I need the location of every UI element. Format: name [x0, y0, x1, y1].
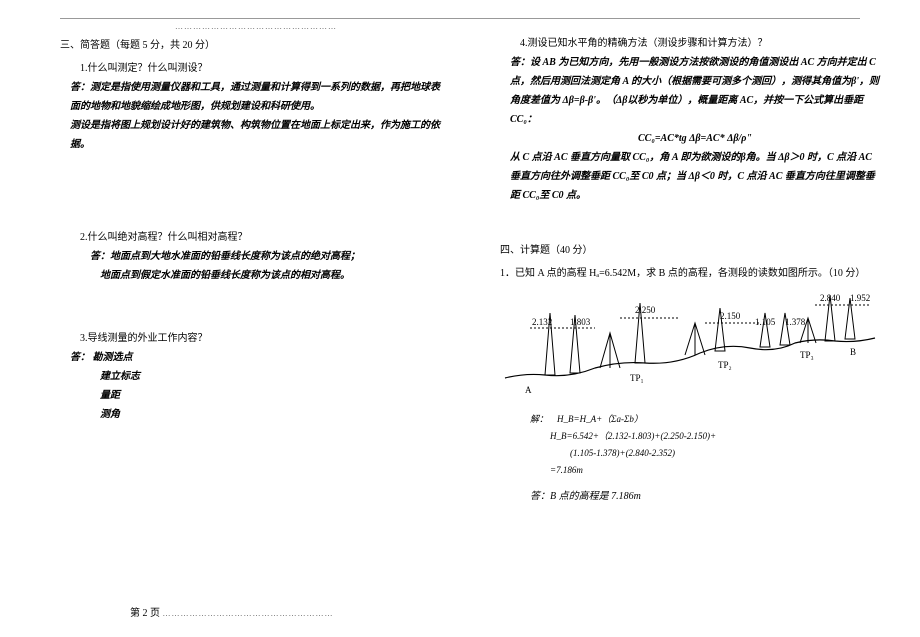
left-column: 三、简答题（每题 5 分，共 20 分） 1.什么叫测定？什么叫测设？ 答：测定… — [60, 30, 440, 506]
q1: 1.什么叫测定？什么叫测设？ — [80, 59, 440, 78]
label-B: B — [850, 347, 856, 357]
reading-1b: 1.803 — [570, 317, 591, 327]
q3-ans-lead: 答： 勘测选点 — [70, 348, 440, 367]
calc-l3: (1.105-1.378)+(2.840-2.352) — [570, 445, 880, 462]
reading-4a: 1.105 — [755, 317, 776, 327]
q3-ans-l2: 建立标志 — [100, 367, 440, 386]
reading-3b: 2.150 — [720, 311, 741, 321]
q3-ans-l3: 量距 — [100, 386, 440, 405]
calc-l4: =7.186m — [550, 462, 880, 479]
reading-1a: 2.132 — [532, 317, 552, 327]
q3: 3.导线测量的外业工作内容？ — [80, 329, 440, 348]
q4-1: 1．已知 A 点的高程 Hₐ=6.542M，求 B 点的高程，各测段的读数如图所… — [500, 264, 880, 283]
q3-ans-label: 答： — [70, 352, 90, 363]
footer: 第 2 页 ………………………………………………… — [130, 604, 334, 619]
section-3-title: 三、简答题（每题 5 分，共 20 分） — [60, 36, 440, 55]
q3-ans-l4: 测角 — [100, 405, 440, 424]
calc-l2: H_B=6.542+（2.132-1.803)+(2.250-2.150)+ — [550, 428, 880, 445]
page-content: 三、简答题（每题 5 分，共 20 分） 1.什么叫测定？什么叫测设？ 答：测定… — [0, 0, 920, 526]
reading-5b: 1.952 — [850, 293, 870, 303]
label-TP2: TP₂ — [718, 360, 732, 370]
label-TP1: TP₁ — [630, 373, 644, 383]
section-4-title: 四、计算题（40 分） — [500, 241, 880, 260]
q4-ans-p2: 从 C 点沿 AC 垂直方向量取 CC₀，角 A 即为欲测设的β角。当 Δβ＞0… — [510, 148, 880, 205]
calc-lead: 解： H_B=H_A+（Σa-Σb） — [530, 411, 880, 428]
right-column: 4.测设已知水平角的精确方法（测设步骤和计算方法）？ 答：设 AB 为已知方向，… — [500, 30, 880, 506]
top-border — [60, 18, 860, 19]
top-dots: ……………………………………………… — [175, 22, 337, 31]
reading-2a: 2.250 — [635, 305, 656, 315]
q1-ans-p2: 测设是指将图上规划设计好的建筑物、构筑物位置在地面上标定出来，作为施工的依据。 — [70, 116, 440, 154]
elevation-diagram: 2.132 1.803 2.250 2.150 1.105 1.378 2.84… — [500, 283, 880, 403]
footer-dots: ………………………………………………… — [163, 609, 334, 618]
q1-ans-p1: 答：测定是指使用测量仪器和工具，通过测量和计算得到一系列的数据，再把地球表面的地… — [70, 78, 440, 116]
final-answer: 答：B 点的高程是 7.186m — [530, 487, 880, 506]
q2-ans-p1: 答：地面点到大地水准面的铅垂线长度称为该点的绝对高程； — [90, 247, 440, 266]
q4-ans-p1: 答：设 AB 为已知方向，先用一般测设方法按欲测设的角值测设出 AC 方向并定出… — [510, 53, 880, 129]
q3-ans-l1: 勘测选点 — [93, 352, 133, 363]
reading-4b: 1.378 — [785, 317, 806, 327]
label-TP3: TP₃ — [800, 350, 814, 360]
q4-formula: CC₀=AC*tg Δβ=AC* Δβ/ρ" — [510, 129, 880, 148]
q4: 4.测设已知水平角的精确方法（测设步骤和计算方法）？ — [520, 34, 880, 53]
q2: 2.什么叫绝对高程？什么叫相对高程？ — [80, 228, 440, 247]
q2-ans-p2: 地面点到假定水准面的铅垂线长度称为该点的相对高程。 — [100, 266, 440, 285]
footer-page: 第 2 页 — [130, 608, 160, 619]
label-A: A — [525, 385, 532, 395]
reading-5a: 2.840 — [820, 293, 841, 303]
